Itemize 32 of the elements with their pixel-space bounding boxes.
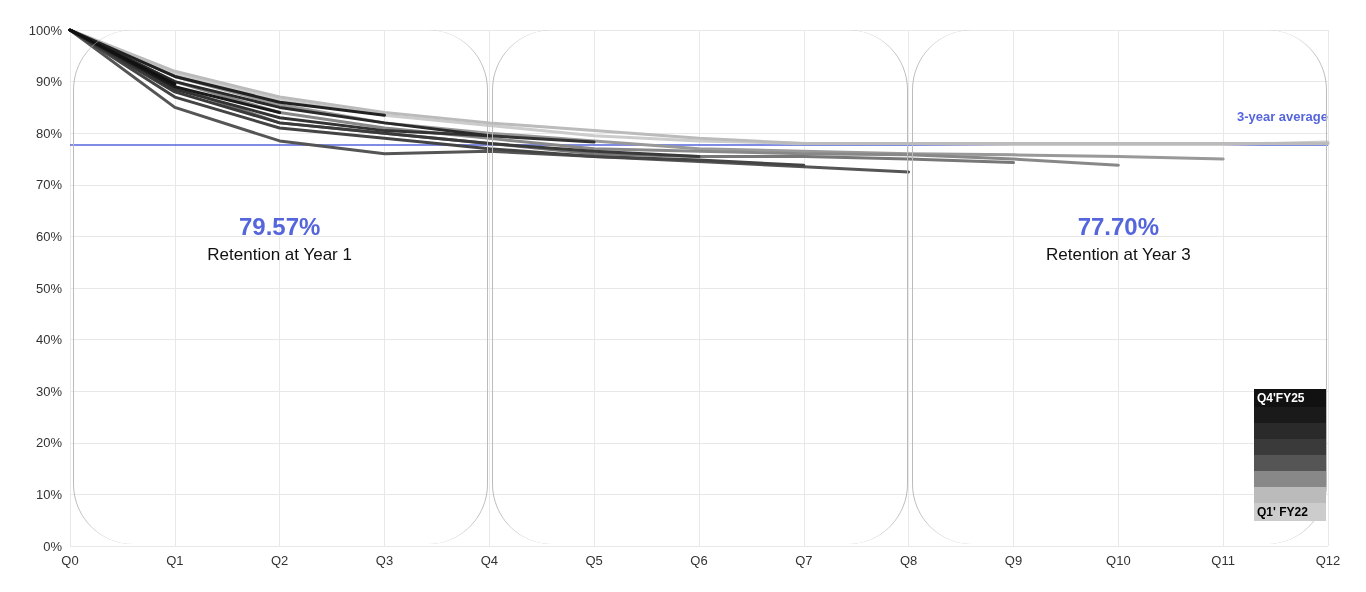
x-tick-label: Q9 [1004,553,1023,568]
x-tick-label: Q7 [795,553,813,568]
x-tick-label: Q1 [166,553,184,568]
y-tick-label: 60% [35,228,63,244]
x-tick-label: Q4 [480,553,499,568]
annotation: Q1' FY22 [1254,502,1326,521]
x-tick-label: Q2 [270,553,289,568]
y-tick-label: 40% [35,332,63,348]
x-tick-label: Q5 [585,553,603,568]
x-tick-label: Q3 [375,553,394,568]
x-tick-label: Q10 [1106,553,1131,568]
annotation: 77.70% [1076,213,1161,242]
y-tick-label: 70% [35,177,63,193]
x-tick-label: Q0 [61,553,79,568]
y-tick-label: 80% [35,125,63,141]
annotation: Q4'FY25 [1254,388,1326,407]
y-tick-label: 30% [35,383,63,399]
annotation: Retention at Year 1 [206,245,353,266]
x-tick-label: Q6 [690,553,708,568]
x-tick-label: Q8 [899,553,918,568]
y-tick-label: 10% [35,486,63,502]
y-tick-label: 50% [35,280,63,296]
x-tick-label: Q12 [1315,553,1341,568]
y-tick-label: 100% [28,22,63,38]
annotation: 79.57% [237,213,322,242]
color-scale: Q4'FY25 Q1' FY22 [1254,388,1326,521]
annotation: Retention at Year 3 [1045,245,1192,266]
y-tick-label: 90% [35,74,63,90]
x-tick-label: Q11 [1211,553,1235,568]
y-tick-label: 20% [35,435,63,451]
ref-line-label: 3-year average [1236,109,1328,125]
y-tick-label: 0% [43,538,63,554]
